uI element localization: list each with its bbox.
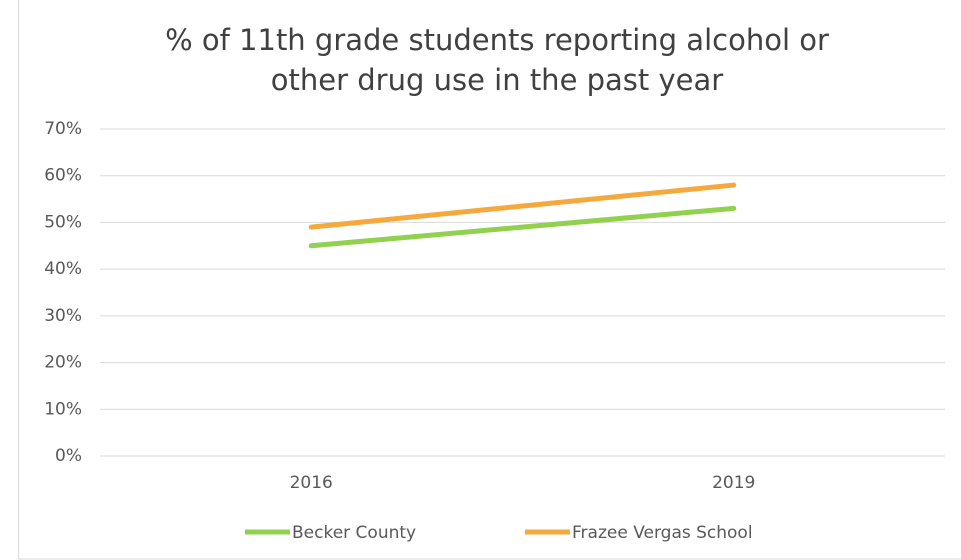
y-tick-label: 0% [55,446,82,466]
y-tick-label: 50% [44,212,82,232]
y-tick-label: 20% [44,353,82,373]
y-tick-label: 70% [44,119,82,139]
chart-title: % of 11th grade students reporting alcoh… [165,23,829,57]
y-tick-label: 10% [44,399,82,419]
x-tick-label: 2019 [712,473,755,493]
chart-title: other drug use in the past year [271,63,723,97]
chart-border [18,0,961,560]
series-line [308,182,737,230]
y-tick-label: 60% [44,166,82,186]
legend-label: Becker County [292,523,416,543]
y-tick-label: 30% [44,306,82,326]
y-tick-label: 40% [44,259,82,279]
series-line [308,205,737,249]
x-tick-label: 2016 [290,473,333,493]
legend-label: Frazee Vergas School [572,523,753,543]
